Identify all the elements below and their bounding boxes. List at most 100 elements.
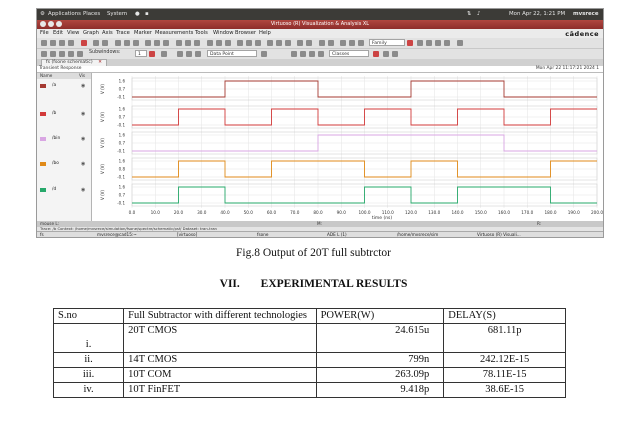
family-field[interactable]: Family xyxy=(369,39,405,46)
trace-item-bin[interactable]: /bin ◉ xyxy=(37,135,91,145)
print-icon[interactable] xyxy=(68,40,74,46)
trace-item-a[interactable]: /a ◉ xyxy=(37,82,91,92)
waveform-trace[interactable] xyxy=(132,80,597,98)
zoom-out-icon[interactable] xyxy=(133,40,139,46)
close-window-icon[interactable] xyxy=(40,21,46,27)
menu-edit[interactable]: Edit xyxy=(53,30,64,36)
subwindows-spin-icon[interactable] xyxy=(149,51,155,57)
plot-area[interactable]: 0.0 10.0 20.0 30.0 40.0 50.0 60.0 70.0 80.0 90.0 1… xyxy=(92,73,603,221)
pencil-icon[interactable] xyxy=(41,51,47,57)
visibility-eye-icon[interactable]: ◉ xyxy=(81,161,86,167)
menu-view[interactable]: View xyxy=(67,30,80,36)
area-icon[interactable] xyxy=(318,51,324,57)
family-dropdown-icon[interactable] xyxy=(407,40,413,46)
apply-icon[interactable] xyxy=(383,51,389,57)
taskbar-item-visualization[interactable]: Virtuoso (R) Visuali... xyxy=(477,232,521,237)
axis-icon[interactable] xyxy=(246,40,252,46)
classes-dropdown-icon[interactable] xyxy=(373,51,379,57)
filter-icon[interactable] xyxy=(392,51,398,57)
classes-field[interactable]: Classes xyxy=(329,50,369,57)
menu-file[interactable]: File xyxy=(40,30,49,36)
open-icon[interactable] xyxy=(50,40,56,46)
cross-marker-icon[interactable] xyxy=(176,40,182,46)
color-icon[interactable] xyxy=(417,40,423,46)
visibility-eye-icon[interactable]: ◉ xyxy=(81,187,86,193)
wave-icon[interactable] xyxy=(340,40,346,46)
menu-tools[interactable]: Tools xyxy=(195,30,208,36)
taskbar-item-terminal[interactable]: mvsrece@cad15:~ xyxy=(97,232,137,237)
layout-icon[interactable] xyxy=(457,40,463,46)
waveform-trace[interactable] xyxy=(132,186,597,204)
menu-help[interactable]: Help xyxy=(259,30,271,36)
menu-measurements[interactable]: Measurements xyxy=(155,30,194,36)
places-menu[interactable]: Places xyxy=(83,11,101,17)
table-icon[interactable] xyxy=(349,40,355,46)
width-icon[interactable] xyxy=(435,40,441,46)
volume-icon[interactable]: ♪ xyxy=(477,11,481,17)
waveform-trace[interactable] xyxy=(132,134,597,152)
stack-icon[interactable] xyxy=(161,51,167,57)
save-icon[interactable] xyxy=(59,40,65,46)
taskbar-item-sim[interactable]: /home/mvsrece/sim xyxy=(397,232,439,237)
append-chart-icon[interactable] xyxy=(163,40,169,46)
horizontal-marker-icon[interactable] xyxy=(194,40,200,46)
line-icon[interactable] xyxy=(291,51,297,57)
compare-icon[interactable] xyxy=(276,40,282,46)
minimize-window-icon[interactable] xyxy=(48,21,54,27)
delta-icon[interactable] xyxy=(195,51,201,57)
maximize-window-icon[interactable] xyxy=(56,21,62,27)
system-menu[interactable]: System xyxy=(107,11,128,17)
window-titlebar[interactable]: Virtuoso (R) Visualization & Analysis XL xyxy=(37,20,603,29)
marker-a-icon[interactable] xyxy=(177,51,183,57)
menu-graph[interactable]: Graph xyxy=(83,30,99,36)
symbol-icon[interactable] xyxy=(444,40,450,46)
redo-icon[interactable] xyxy=(102,40,108,46)
rectangle-icon[interactable] xyxy=(216,40,222,46)
applications-menu[interactable]: Applications xyxy=(48,11,81,17)
menu-marker[interactable]: Marker xyxy=(134,30,152,36)
fit-all-icon[interactable] xyxy=(68,51,74,57)
bus-icon[interactable] xyxy=(358,40,364,46)
datapoint-field[interactable]: Data Point xyxy=(207,50,257,57)
pan-icon[interactable] xyxy=(59,51,65,57)
calculator-icon[interactable] xyxy=(207,40,213,46)
fit-icon[interactable] xyxy=(115,40,121,46)
delete-icon[interactable] xyxy=(81,40,87,46)
strip-chart-icon[interactable] xyxy=(145,40,151,46)
menu-trace[interactable]: Trace xyxy=(116,30,130,36)
taskbar-item-ade[interactable]: ADE L (1) xyxy=(327,232,347,237)
taskbar-item-fsone[interactable]: fsone xyxy=(257,232,269,237)
terminal-launcher-icon[interactable]: ▪ xyxy=(145,11,149,17)
split-chart-icon[interactable] xyxy=(154,40,160,46)
visibility-eye-icon[interactable]: ◉ xyxy=(81,83,86,89)
apps-menu-icon[interactable]: ⚙ xyxy=(40,11,45,17)
marker-b-icon[interactable] xyxy=(186,51,192,57)
network-icon[interactable]: ⇅ xyxy=(467,11,472,17)
zoom-in-icon[interactable] xyxy=(124,40,130,46)
menu-window[interactable]: Window xyxy=(213,30,234,36)
history-icon[interactable] xyxy=(267,40,273,46)
undo-icon[interactable] xyxy=(93,40,99,46)
subwindows-input[interactable]: 1 xyxy=(135,50,147,57)
label-icon[interactable] xyxy=(255,40,261,46)
grid-icon[interactable] xyxy=(225,40,231,46)
waveform-trace[interactable] xyxy=(132,108,597,126)
close-tab-icon[interactable]: ✕ xyxy=(98,60,102,65)
trace-item-bo[interactable]: /bo ◉ xyxy=(37,160,91,170)
user-name[interactable]: mvsrece xyxy=(573,11,599,17)
datapoint-icon[interactable] xyxy=(261,51,267,57)
select-icon[interactable] xyxy=(50,51,56,57)
rows-icon[interactable] xyxy=(77,51,83,57)
refresh-icon[interactable] xyxy=(319,40,325,46)
snap-icon[interactable] xyxy=(285,40,291,46)
taskbar-item-virtuoso[interactable]: [virtuoso] xyxy=(177,232,198,237)
trace-item-b[interactable]: /b ◉ xyxy=(37,110,91,120)
browser-launcher-icon[interactable]: ● xyxy=(135,11,140,17)
style-icon[interactable] xyxy=(426,40,432,46)
new-window-icon[interactable] xyxy=(41,40,47,46)
waveform-trace[interactable] xyxy=(132,160,597,178)
stop-icon[interactable] xyxy=(328,40,334,46)
plot-icon[interactable] xyxy=(306,40,312,46)
waveform-plot[interactable]: 0.0 10.0 20.0 30.0 40.0 50.0 60.0 70.0 80.0 90.0 1… xyxy=(92,73,603,221)
menu-axis[interactable]: Axis xyxy=(102,30,113,36)
